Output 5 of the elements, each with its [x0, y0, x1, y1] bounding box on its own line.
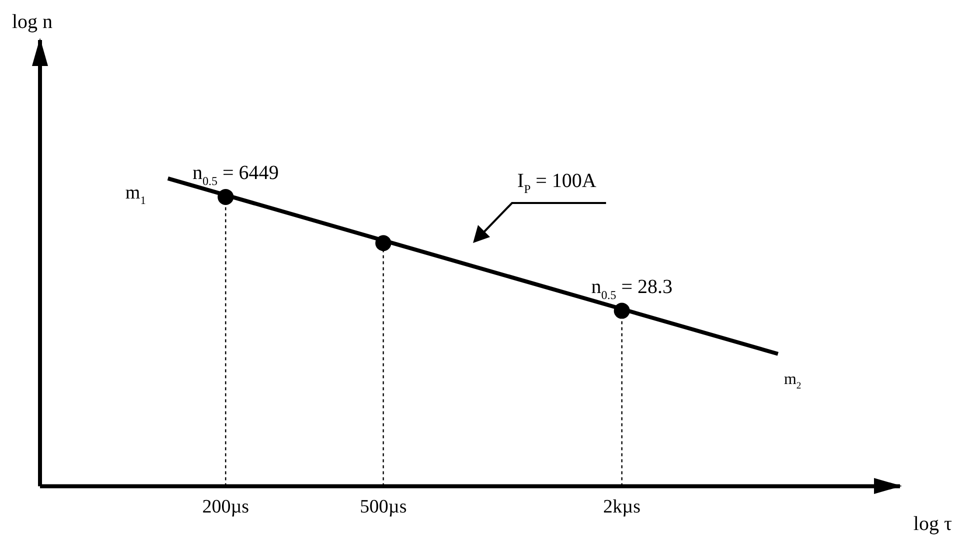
- x-tick-label: 200µs: [202, 496, 250, 518]
- text: log n: [12, 11, 53, 33]
- x-axis-title: log τ: [913, 513, 952, 536]
- x-tick-label: 2kµs: [603, 496, 641, 518]
- x-tick-label: 500µs: [360, 496, 407, 518]
